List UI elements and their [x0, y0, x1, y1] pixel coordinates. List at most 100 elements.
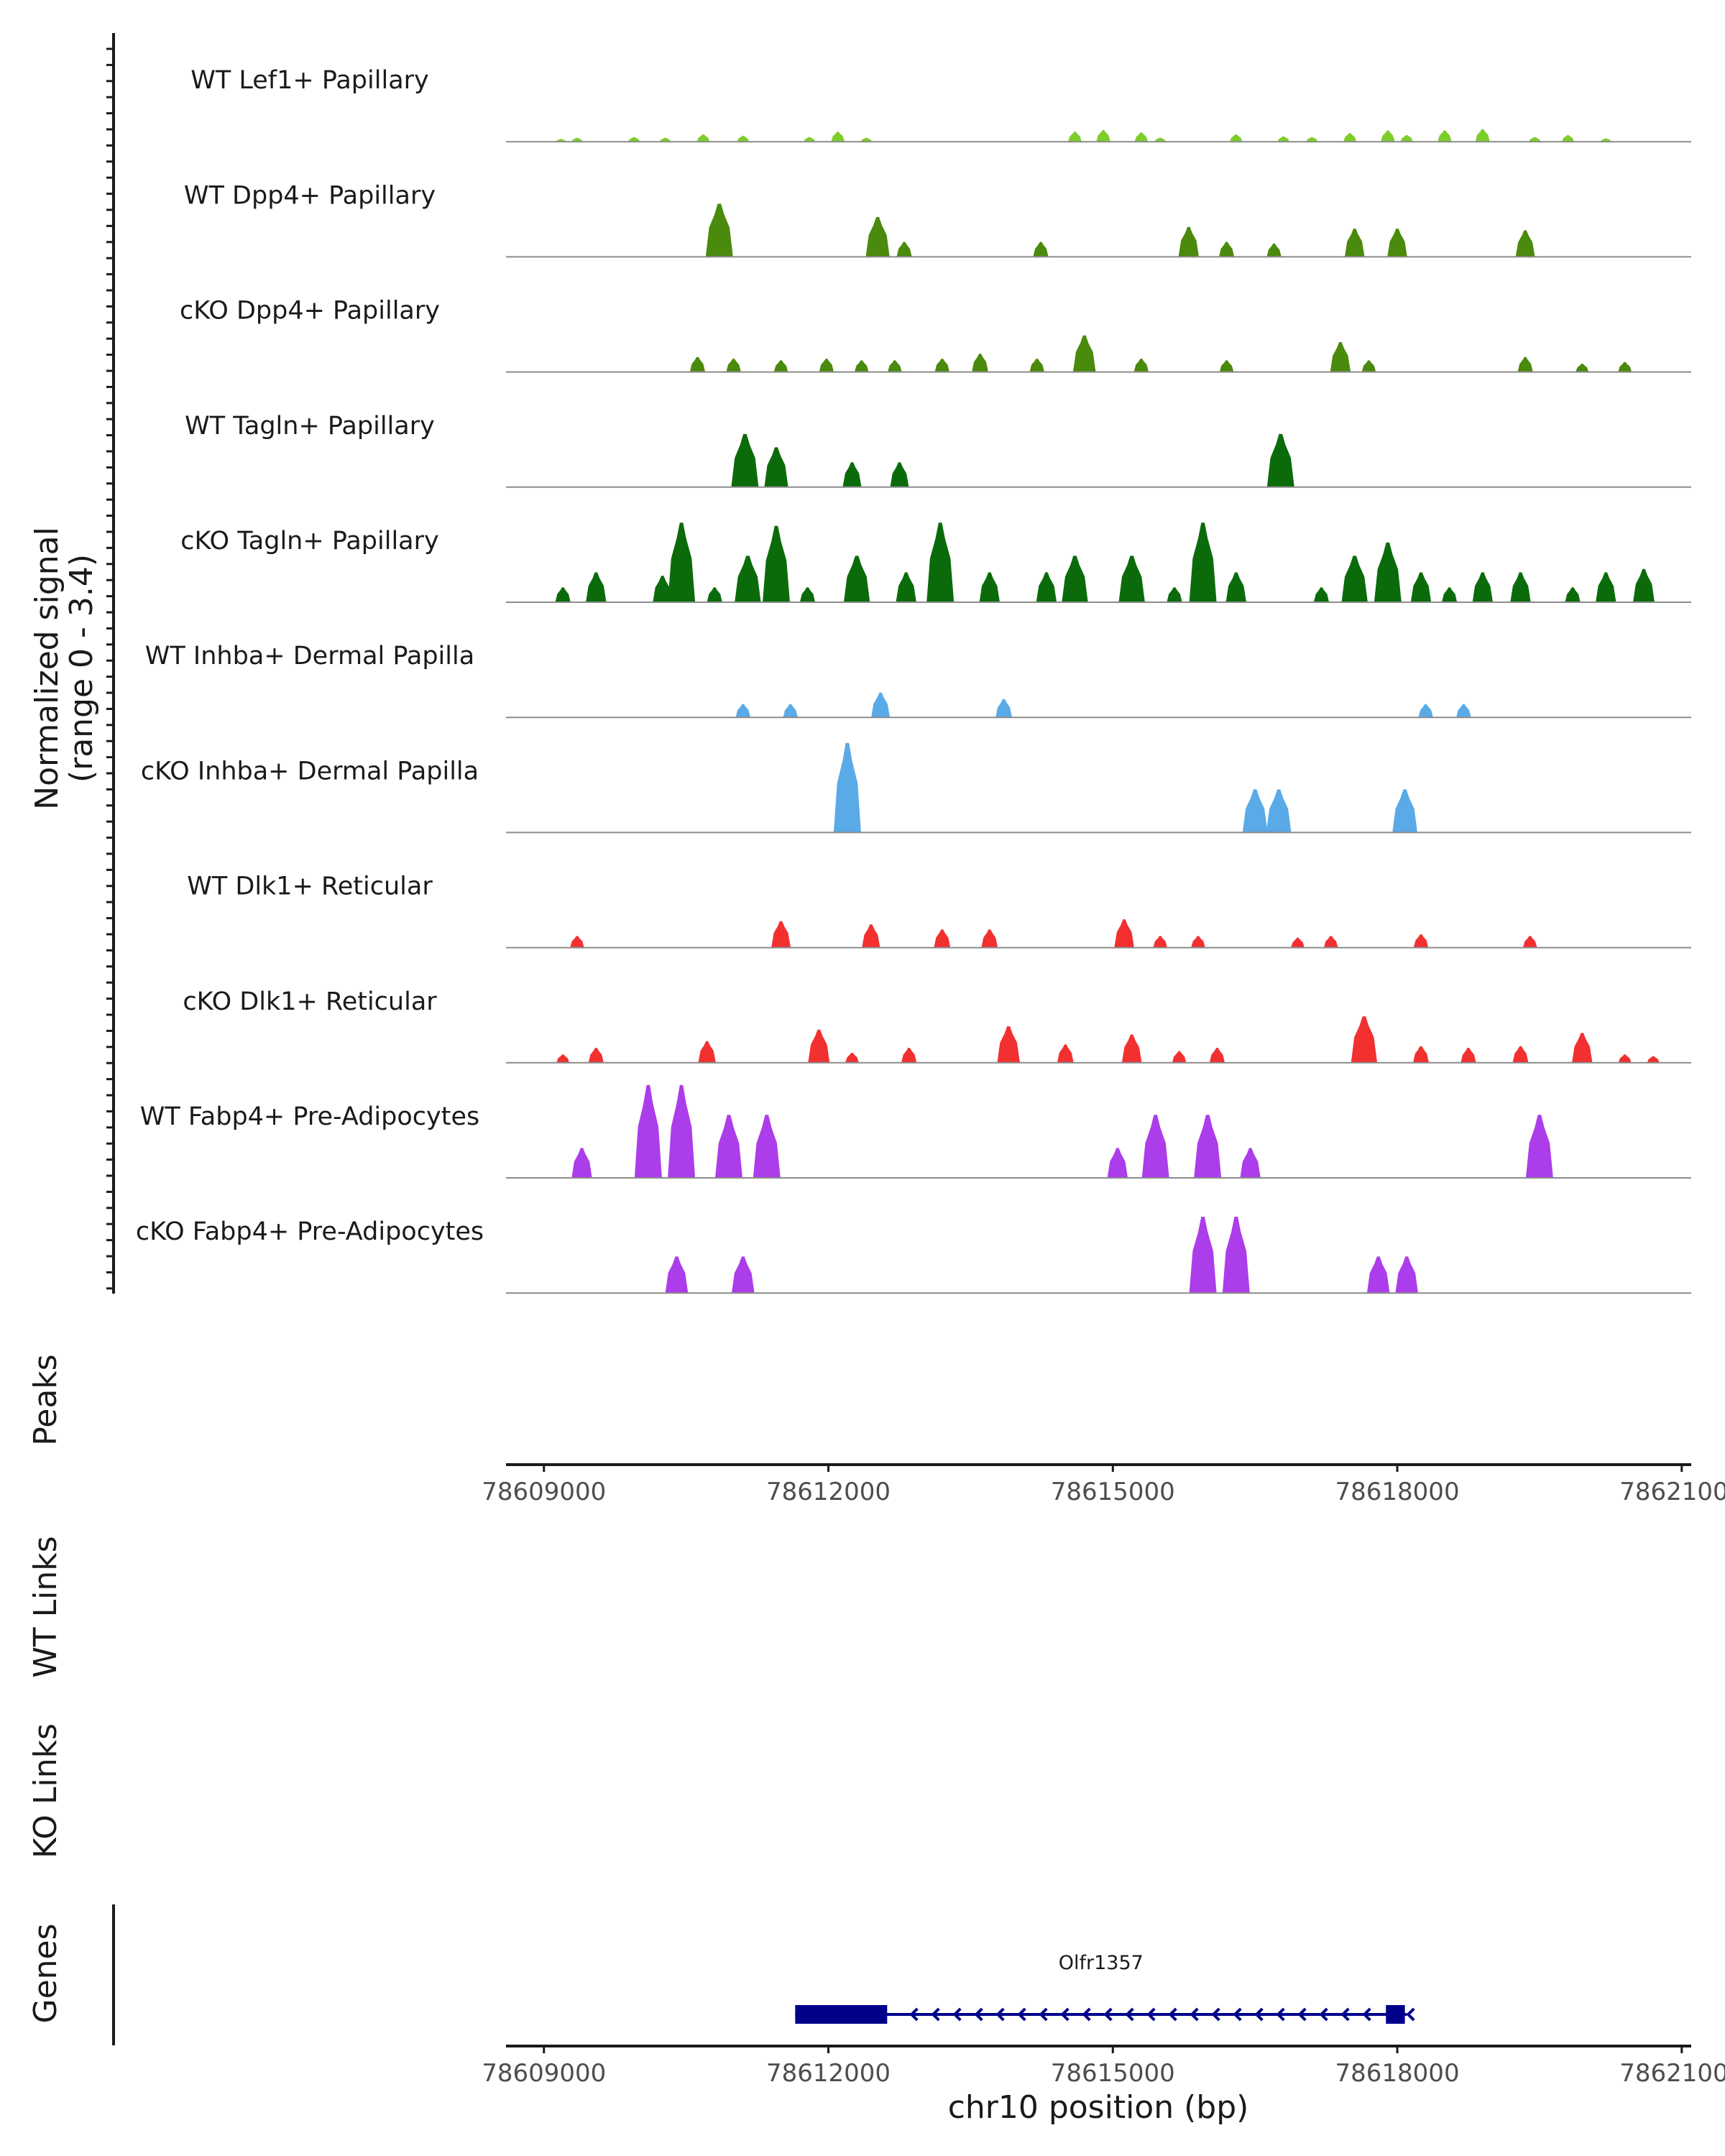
strand-arrow: [1276, 2007, 1285, 2022]
track-label: WT Dlk1+ Reticular: [187, 872, 433, 901]
coverage-peak: [737, 135, 750, 142]
track-label: WT Inhba+ Dermal Papilla: [145, 642, 474, 671]
coverage-peak: [1107, 1148, 1128, 1178]
coverage-peak: [1460, 1048, 1476, 1063]
track-label: cKO Fabp4+ Pre-Adipocytes: [136, 1217, 484, 1246]
coverage-peak: [1242, 789, 1268, 833]
coverage-peak: [799, 587, 816, 602]
coverage-peak: [570, 936, 584, 948]
coverage-peak: [1306, 137, 1318, 142]
coverage-peak: [888, 360, 902, 372]
coverage-peak: [1141, 1115, 1169, 1178]
coverage-peak: [731, 433, 759, 487]
strand-arrow: [1190, 2007, 1199, 2022]
coverage-track: WT Inhba+ Dermal Papilla: [145, 642, 1691, 719]
coverage-peak: [1072, 335, 1096, 372]
coverage-peak: [1062, 556, 1088, 602]
coverage-peak: [862, 924, 880, 948]
coverage-peak: [1057, 1044, 1074, 1063]
coverage-peak: [981, 929, 998, 948]
coverage-peak: [586, 572, 607, 602]
coverage-peak: [771, 921, 791, 948]
coverage-peak: [1600, 138, 1612, 142]
coverage-peak: [1525, 1115, 1553, 1178]
coverage-peak: [896, 572, 916, 602]
coverage-peak: [1596, 572, 1616, 602]
coverage-peak: [854, 360, 869, 372]
x-tick-label: 78621000: [1619, 1478, 1725, 1506]
coverage-peak: [1438, 130, 1452, 142]
coverage-peak: [1395, 1256, 1418, 1294]
coverage-track: cKO Inhba+ Dermal Papilla: [141, 742, 1691, 834]
x-tick-label: 78618000: [1335, 1478, 1460, 1506]
coverage-peak: [972, 354, 988, 372]
coverage-peak: [1323, 936, 1338, 948]
coverage-peak: [845, 1052, 859, 1063]
coverage-peak: [571, 137, 583, 142]
coverage-peak: [659, 137, 671, 142]
coverage-track: WT Fabp4+ Pre-Adipocytes: [140, 1084, 1691, 1179]
coverage-peak: [995, 699, 1012, 718]
strand-arrow: [1406, 2007, 1415, 2022]
coverage-peak: [1381, 130, 1395, 142]
coverage-peak: [1133, 359, 1149, 372]
track-label: cKO Inhba+ Dermal Papilla: [141, 757, 479, 786]
coverage-peak: [753, 1115, 781, 1178]
coverage-peak: [1400, 135, 1413, 142]
strand-arrow: [1017, 2007, 1026, 2022]
strand-arrow: [1233, 2007, 1242, 2022]
x-tick-label: 78609000: [482, 1478, 606, 1506]
track-label: WT Tagln+ Papillary: [185, 412, 435, 441]
strand-arrow: [931, 2007, 940, 2022]
coverage-peak: [1565, 587, 1581, 602]
strand-arrow: [995, 2007, 1005, 2022]
strand-arrow: [1319, 2007, 1328, 2022]
coverage-peak: [726, 359, 741, 372]
coverage-peak: [735, 556, 761, 602]
x-tick-label: 78612000: [766, 2059, 891, 2088]
coverage-peak: [871, 692, 891, 718]
coverage-peak: [1178, 226, 1199, 257]
coverage-peak: [668, 1084, 696, 1178]
track-label: WT Fabp4+ Pre-Adipocytes: [140, 1102, 479, 1131]
coverage-peak: [1343, 133, 1357, 142]
coverage-peak: [1512, 1046, 1529, 1063]
coverage-peak: [696, 134, 710, 142]
coverage-peak: [808, 1029, 830, 1063]
coverage-peak: [1189, 522, 1217, 602]
strand-arrow: [1103, 2007, 1113, 2022]
peaks-panel-label: Peaks: [27, 1354, 64, 1445]
coverage-peak: [901, 1048, 917, 1063]
coverage-peak: [1191, 936, 1205, 948]
y-axis-range: (range 0 - 3.4): [63, 554, 100, 783]
ko-links-panel-label: KO Links: [27, 1723, 64, 1858]
coverage-peak: [1351, 1016, 1378, 1063]
coverage-peak: [865, 217, 890, 257]
coverage-peak: [634, 1084, 662, 1178]
coverage-peak: [1118, 556, 1145, 602]
strand-arrow: [1362, 2007, 1371, 2022]
coverage-peak: [1633, 568, 1655, 602]
gene-exon: [1386, 2005, 1405, 2024]
coverage-peak: [1413, 934, 1429, 948]
coverage-peak: [1344, 229, 1365, 257]
coverage-peak: [783, 704, 798, 718]
strand-arrow: [1211, 2007, 1220, 2022]
coverage-tracks: WT Lef1+ Papillary WT Dpp4+ Papillary cKO …: [136, 66, 1691, 1294]
coverage-peak: [1096, 130, 1110, 142]
strand-arrow: [1082, 2007, 1091, 2022]
coverage-peak: [1522, 936, 1537, 948]
track-label: WT Lef1+ Papillary: [190, 66, 429, 95]
coverage-peak: [571, 1148, 592, 1178]
coverage-peak: [1036, 572, 1057, 602]
coverage-peak: [698, 1041, 716, 1063]
coverage-peak: [1240, 1148, 1261, 1178]
x-tick-label: 78621000: [1619, 2059, 1725, 2088]
coverage-track: cKO Tagln+ Papillary: [180, 522, 1691, 603]
coverage-peak: [628, 137, 640, 142]
coverage-peak: [1576, 364, 1589, 372]
x-tick-label: 78609000: [482, 2059, 606, 2088]
coverage-peak: [1266, 789, 1292, 833]
coverage-peak: [1225, 572, 1246, 602]
track-label: WT Dpp4+ Papillary: [184, 181, 436, 210]
